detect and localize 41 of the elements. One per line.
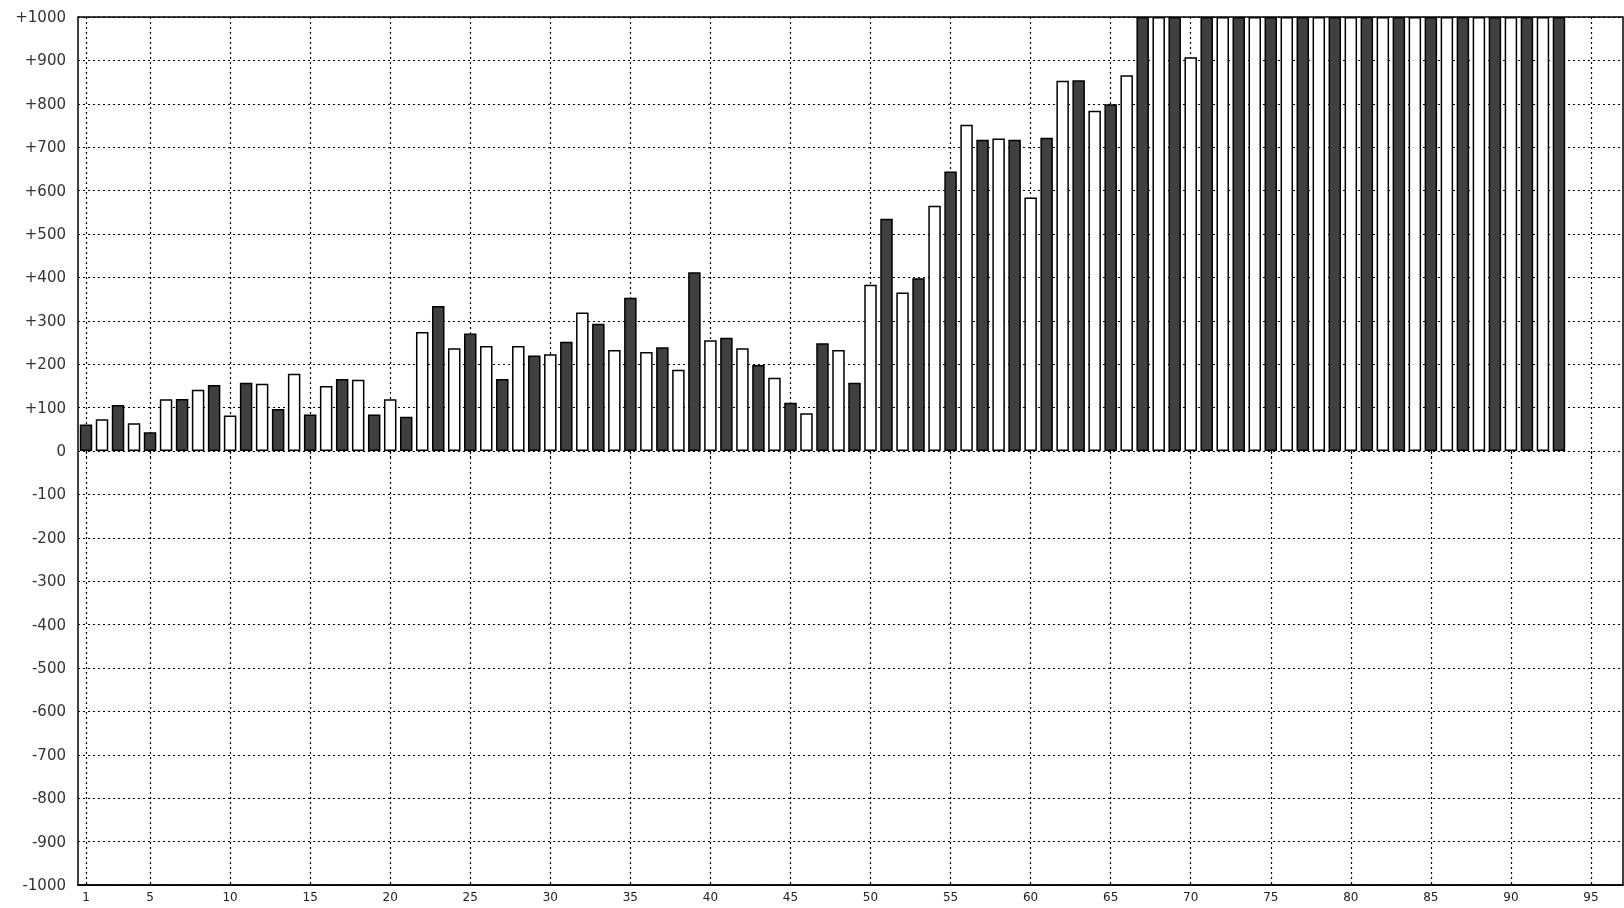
- y-tick-label: -600: [31, 702, 66, 721]
- y-tick-label: +600: [24, 181, 66, 200]
- y-tick-label: +700: [24, 138, 66, 157]
- y-tick-label: +100: [24, 398, 66, 417]
- y-tick-label: -500: [31, 659, 66, 677]
- x-tick-label: 1: [82, 890, 90, 904]
- y-tick-label: -700: [31, 745, 66, 764]
- y-tick-label: +800: [24, 94, 66, 113]
- x-tick-label: 25: [462, 890, 478, 904]
- y-tick-label: -400: [31, 615, 66, 634]
- x-tick-label: 15: [302, 890, 318, 904]
- x-tick-label: 50: [862, 890, 879, 904]
- y-tick-label: +1000: [15, 8, 66, 26]
- y-tick-label: -300: [31, 572, 66, 591]
- y-tick-label: +200: [24, 355, 66, 374]
- x-tick-label: 85: [1423, 890, 1439, 904]
- x-tick-label: 90: [1503, 890, 1519, 904]
- x-tick-label: 60: [1022, 890, 1039, 904]
- x-tick-label: 35: [622, 890, 638, 904]
- x-tick-label: 10: [222, 890, 238, 904]
- y-tick-label: +500: [24, 225, 66, 243]
- y-tick-label: +300: [24, 311, 66, 330]
- x-tick-label: 20: [382, 890, 398, 904]
- x-tick-label: 30: [542, 890, 558, 904]
- x-tick-label: 55: [942, 890, 959, 904]
- x-tick-label: 80: [1343, 890, 1359, 904]
- y-tick-label: +400: [24, 268, 66, 287]
- x-tick-label: 75: [1263, 890, 1279, 904]
- x-tick-label: 40: [702, 890, 719, 904]
- y-tick-label: -1000: [22, 876, 66, 894]
- y-tick-label: +900: [24, 51, 66, 70]
- x-tick-label: 70: [1183, 890, 1199, 904]
- y-tick-label: -100: [31, 485, 66, 504]
- y-tick-label: -800: [31, 789, 66, 808]
- x-tick-label: 65: [1103, 890, 1119, 904]
- x-tick-label: 5: [146, 890, 154, 904]
- y-tick-label: 0: [56, 442, 66, 460]
- y-tick-label: -900: [31, 832, 66, 851]
- x-tick-label: 45: [782, 890, 799, 904]
- x-tick-label: 95: [1583, 890, 1599, 904]
- y-tick-label: -200: [31, 528, 66, 547]
